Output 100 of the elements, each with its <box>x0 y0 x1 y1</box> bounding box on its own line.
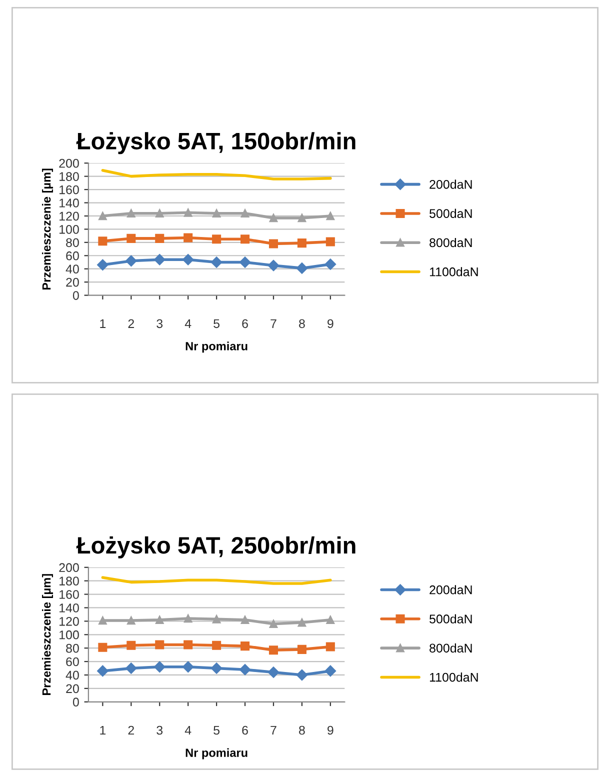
x-tick-label: 6 <box>242 319 248 328</box>
point <box>98 212 107 220</box>
point <box>98 642 108 652</box>
x-tick-label: 4 <box>184 319 192 328</box>
point <box>212 234 222 244</box>
point <box>212 209 221 218</box>
line-series <box>101 576 332 585</box>
x-axis-title: Nr pomiaru <box>186 342 248 353</box>
point <box>240 616 250 624</box>
point <box>184 614 192 623</box>
y-tick-label: 40 <box>66 670 79 680</box>
point <box>326 642 335 652</box>
point <box>126 255 137 267</box>
y-tick-label: 140 <box>60 198 79 208</box>
point <box>239 256 251 268</box>
y-tick-label: 180 <box>60 172 79 181</box>
point <box>298 618 306 627</box>
x-tick-label: 1 <box>100 319 106 328</box>
point <box>210 662 222 674</box>
legend-label: 200daN <box>430 180 472 189</box>
legend-label: 200daN <box>430 585 472 594</box>
point <box>155 640 164 650</box>
y-axis-title: Przemieszczenie [µm] <box>42 574 54 695</box>
legend-label: 500daN <box>430 614 472 624</box>
y-tick-label: 60 <box>66 657 79 666</box>
point <box>298 214 306 222</box>
point <box>126 234 136 243</box>
point <box>126 209 136 218</box>
point <box>268 646 278 655</box>
point <box>324 258 336 270</box>
x-tick-label: 8 <box>299 319 305 328</box>
x-tick-label: 3 <box>156 726 163 735</box>
point <box>296 262 308 274</box>
y-tick-label: 160 <box>60 590 79 599</box>
point <box>324 665 336 677</box>
point <box>126 640 136 650</box>
x-tick-label: 6 <box>242 726 248 735</box>
y-tick-label: 160 <box>60 185 79 194</box>
y-tick-label: 40 <box>66 264 79 274</box>
y-tick-label: 140 <box>60 604 79 612</box>
point <box>154 254 166 266</box>
point <box>240 642 250 651</box>
legend-label: 800daN <box>430 643 472 653</box>
chart-title: Łożysko 5AT, 250obr/min <box>76 536 356 558</box>
chart-title: Łożysko 5AT, 150obr/min <box>76 132 356 154</box>
legend-label: 500daN <box>430 208 472 218</box>
point <box>268 666 280 678</box>
point <box>126 616 136 625</box>
x-axis-title: Nr pomiaru <box>186 748 248 760</box>
point <box>269 214 278 222</box>
point <box>155 209 164 218</box>
point <box>212 640 222 650</box>
legend-label: 800daN <box>430 238 472 248</box>
point <box>126 662 137 674</box>
point <box>212 615 221 624</box>
y-tick-label: 80 <box>66 238 79 248</box>
y-tick-label: 20 <box>66 278 79 287</box>
x-tick-label: 8 <box>299 726 305 735</box>
y-tick-label: 60 <box>66 251 79 260</box>
point <box>269 620 278 628</box>
y-axis-title: Przemieszczenie [µm] <box>42 168 54 290</box>
point <box>98 236 108 246</box>
point <box>268 239 278 248</box>
x-tick-label: 3 <box>156 319 163 328</box>
x-tick-label: 7 <box>270 319 276 328</box>
point <box>154 661 166 673</box>
point <box>97 665 108 677</box>
point <box>268 260 280 272</box>
point <box>326 237 335 246</box>
x-tick-label: 7 <box>270 726 276 735</box>
point <box>155 234 164 243</box>
x-tick-label: 9 <box>328 726 334 735</box>
x-tick-label: 5 <box>214 319 220 328</box>
legend-label: 1100daN <box>430 672 478 682</box>
y-tick-label: 200 <box>59 563 79 572</box>
y-tick-label: 120 <box>60 212 79 221</box>
y-tick-label: 200 <box>59 158 79 168</box>
y-tick-label: 20 <box>66 684 79 694</box>
point <box>239 664 251 676</box>
point <box>326 212 335 220</box>
point <box>97 259 108 270</box>
point <box>326 616 335 624</box>
point <box>297 644 306 654</box>
point <box>296 669 308 681</box>
point <box>240 209 250 218</box>
point <box>182 661 194 673</box>
line-series <box>101 168 332 180</box>
x-tick-label: 4 <box>184 726 192 735</box>
x-tick-label: 9 <box>328 319 334 328</box>
x-tick-label: 2 <box>128 319 134 328</box>
point <box>182 254 194 266</box>
point <box>240 234 250 244</box>
x-tick-label: 5 <box>214 726 220 735</box>
point <box>184 208 192 217</box>
point <box>184 640 193 650</box>
y-tick-label: 120 <box>60 616 79 626</box>
x-tick-label: 1 <box>100 726 106 735</box>
y-tick-label: 180 <box>60 576 79 586</box>
point <box>98 616 107 625</box>
y-tick-label: 100 <box>60 630 79 640</box>
